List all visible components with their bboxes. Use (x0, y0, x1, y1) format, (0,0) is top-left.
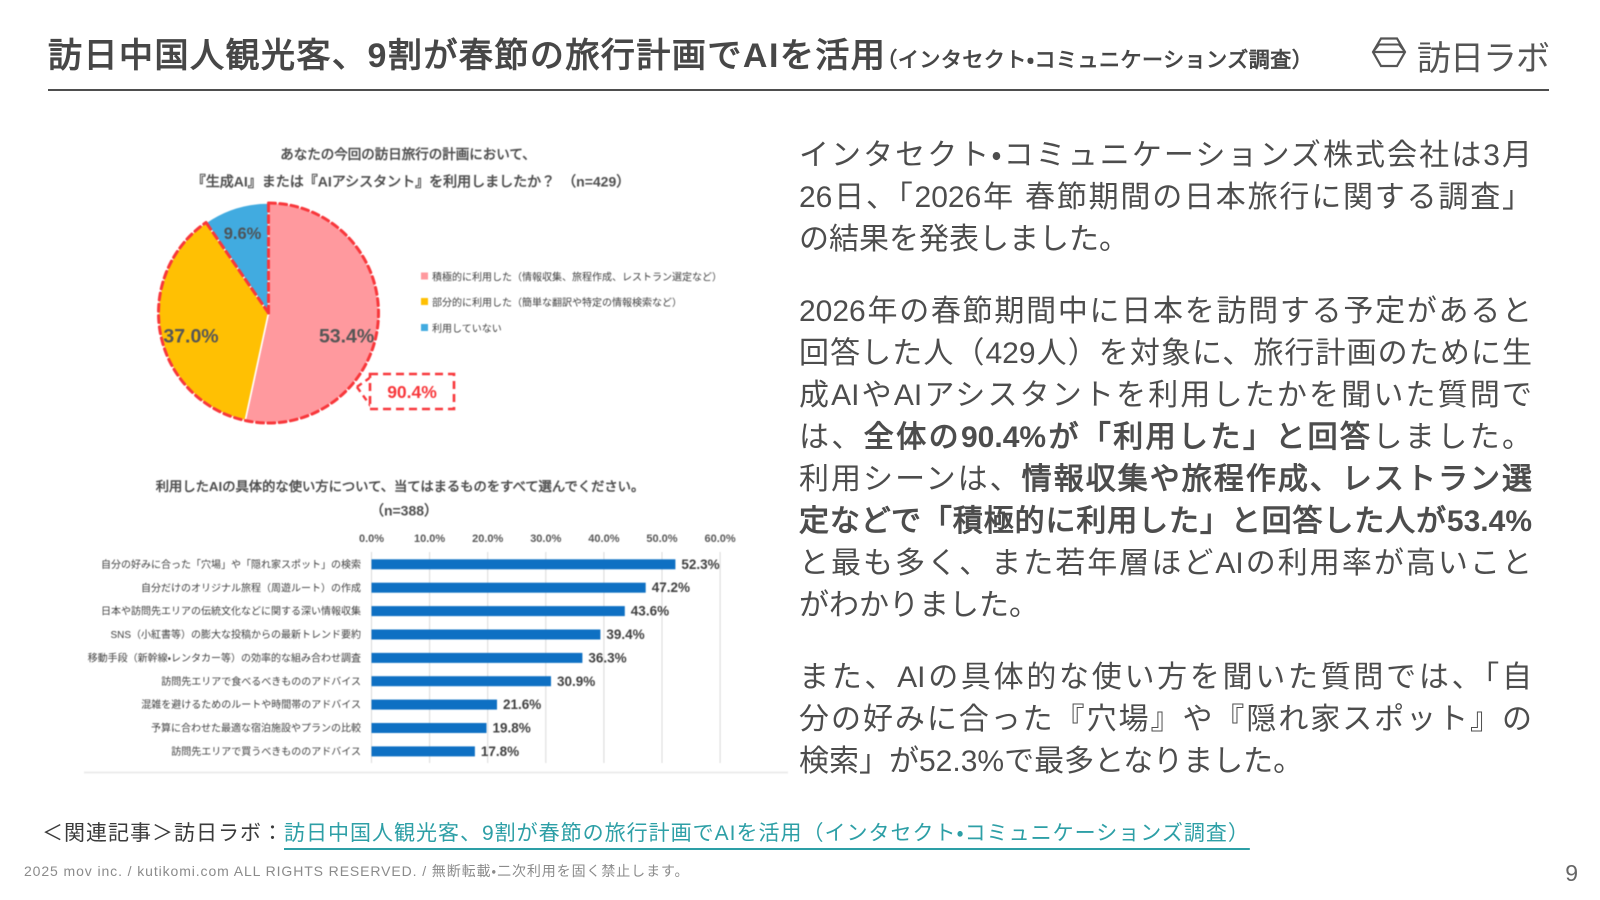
svg-text:47.2%: 47.2% (652, 580, 690, 595)
svg-text:混雑を避けるためのルートや時間帯のアドバイス: 混雑を避けるためのルートや時間帯のアドバイス (141, 698, 361, 711)
svg-text:訪問先エリアで買うべきもののアドバイス: 訪問先エリアで買うべきもののアドバイス (171, 745, 361, 758)
svg-text:50.0%: 50.0% (646, 533, 677, 545)
svg-text:SNS（小紅書等）の膨大な投稿からの最新トレンド要約: SNS（小紅書等）の膨大な投稿からの最新トレンド要約 (110, 628, 361, 641)
svg-text:60.0%: 60.0% (704, 533, 735, 545)
svg-text:53.4%: 53.4% (319, 326, 374, 348)
svg-text:43.6%: 43.6% (631, 604, 669, 619)
svg-text:自分だけのオリジナル旅程（周遊ルート）の作成: 自分だけのオリジナル旅程（周遊ルート）の作成 (141, 581, 361, 594)
svg-text:部分的に利用した（簡単な翻訳や特定の情報検索など）: 部分的に利用した（簡単な翻訳や特定の情報検索など） (432, 296, 682, 309)
svg-text:21.6%: 21.6% (503, 697, 541, 712)
svg-text:9.6%: 9.6% (224, 225, 262, 243)
svg-text:10.0%: 10.0% (414, 533, 445, 545)
svg-text:あなたの今回の訪日旅行の計画において、: あなたの今回の訪日旅行の計画において、 (280, 146, 535, 162)
svg-text:52.3%: 52.3% (681, 557, 719, 572)
svg-text:『生成AI』または『AIアシスタント』を利用しましたか？ （: 『生成AI』または『AIアシスタント』を利用しましたか？ （n=429） (192, 174, 631, 190)
svg-text:40.0%: 40.0% (588, 533, 619, 545)
svg-text:30.0%: 30.0% (530, 533, 561, 545)
svg-text:積極的に利用した（情報収集、旅程作成、レストラン選定など）: 積極的に利用した（情報収集、旅程作成、レストラン選定など） (432, 271, 722, 284)
svg-text:利用していない: 利用していない (432, 323, 502, 335)
svg-text:37.0%: 37.0% (163, 326, 218, 348)
svg-text:36.3%: 36.3% (588, 650, 626, 665)
svg-text:利用したAIの具体的な使い方について、当てはまるものをすべて: 利用したAIの具体的な使い方について、当てはまるものをすべて選んでください。 (156, 478, 645, 494)
svg-text:訪問先エリアで食べるべきもののアドバイス: 訪問先エリアで食べるべきもののアドバイス (161, 675, 361, 688)
svg-text:30.9%: 30.9% (557, 674, 595, 689)
svg-text:（n=388）: （n=388） (370, 503, 438, 519)
svg-text:予算に合わせた最適な宿泊施設やプランの比較: 予算に合わせた最適な宿泊施設やプランの比較 (151, 722, 361, 735)
svg-text:移動手段（新幹線・レンタカー等）の効率的な組み合わせ調査: 移動手段（新幹線・レンタカー等）の効率的な組み合わせ調査 (88, 652, 361, 665)
svg-text:17.8%: 17.8% (481, 744, 519, 759)
svg-text:自分の好みに合った「穴場」や「隠れ家スポット」の検索: 自分の好みに合った「穴場」や「隠れ家スポット」の検索 (101, 558, 361, 571)
svg-text:90.4%: 90.4% (387, 382, 437, 402)
svg-text:39.4%: 39.4% (606, 627, 644, 642)
svg-text:19.8%: 19.8% (493, 721, 531, 736)
svg-text:20.0%: 20.0% (472, 533, 503, 545)
svg-text:0.0%: 0.0% (359, 533, 384, 545)
svg-text:日本や訪問先エリアの伝統文化などに関する深い情報収集: 日本や訪問先エリアの伝統文化などに関する深い情報収集 (101, 605, 361, 618)
